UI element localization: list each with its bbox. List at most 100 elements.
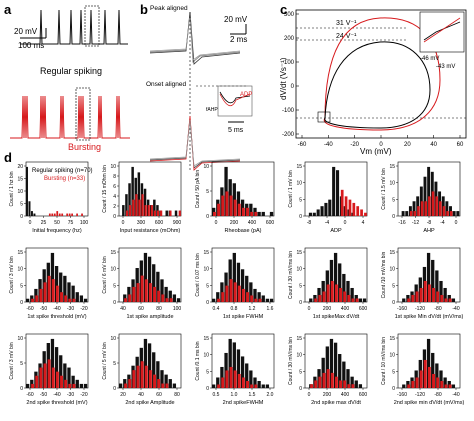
hist-xtick-label: 600 bbox=[155, 220, 164, 226]
bar-regular bbox=[123, 379, 127, 388]
bar-regular bbox=[232, 183, 236, 216]
bar-bursting bbox=[156, 210, 160, 216]
bar-bursting bbox=[351, 298, 355, 302]
bar-regular bbox=[119, 383, 123, 388]
hist-ytick-label: 5 bbox=[299, 369, 302, 375]
bar-bursting bbox=[233, 282, 237, 302]
bar-bursting bbox=[343, 291, 347, 302]
bar-regular bbox=[164, 286, 168, 302]
bar-regular bbox=[451, 298, 456, 302]
bar-regular bbox=[232, 342, 236, 388]
bar-regular bbox=[261, 384, 265, 388]
bar-regular bbox=[451, 384, 456, 388]
hist-xtick-label: -60 bbox=[26, 392, 33, 398]
bar-bursting bbox=[246, 207, 249, 216]
bar-regular bbox=[59, 272, 63, 302]
bar-bursting bbox=[132, 199, 135, 216]
bar-bursting bbox=[417, 206, 420, 216]
hist-ytick-label: 5 bbox=[20, 361, 23, 367]
bar-regular bbox=[75, 292, 79, 302]
phase-xtick-label: 40 bbox=[430, 142, 437, 148]
bar-bursting bbox=[360, 209, 363, 216]
bar-bursting bbox=[136, 365, 140, 388]
bar-bursting bbox=[446, 211, 449, 216]
bar-regular bbox=[443, 377, 447, 388]
bar-regular bbox=[320, 206, 324, 216]
hist-xtick-label: 0 bbox=[308, 306, 311, 312]
hist-ytick-label: 10 bbox=[203, 353, 209, 359]
bar-bursting bbox=[136, 283, 140, 302]
bar-regular bbox=[160, 370, 164, 388]
bar-bursting bbox=[351, 384, 355, 388]
panel-b: b Peak aligned 20 mV 2 ms Onset aligned … bbox=[140, 2, 253, 171]
hist-xtick-label: 75 bbox=[68, 220, 74, 226]
bar-bursting bbox=[310, 384, 314, 388]
hist-xtick-label: -120 bbox=[415, 306, 425, 312]
bar-bursting bbox=[221, 377, 225, 388]
bar-bursting bbox=[330, 280, 334, 302]
bar-regular bbox=[249, 282, 253, 302]
inset-trace-b-red bbox=[219, 93, 251, 107]
bar-bursting bbox=[440, 294, 444, 302]
bar-regular bbox=[426, 338, 431, 388]
bar-bursting bbox=[221, 292, 225, 302]
histogram-h14: 0 200 400 600 0 5 10 15 2nd spike max dV/dt Count… bbox=[288, 333, 367, 406]
bar-bursting bbox=[246, 380, 249, 388]
bar-bursting bbox=[423, 280, 427, 302]
bar-bursting bbox=[165, 298, 169, 302]
bar-regular bbox=[83, 298, 88, 302]
bar-bursting bbox=[449, 211, 453, 216]
bar-bursting bbox=[47, 359, 51, 388]
hist-ytick-label: 15 bbox=[389, 164, 395, 170]
phase-xtick-label: 20 bbox=[404, 142, 411, 148]
bar-bursting bbox=[330, 372, 334, 388]
bar-bursting bbox=[229, 195, 233, 216]
bar-regular bbox=[71, 285, 75, 302]
bar-bursting bbox=[407, 298, 411, 302]
legend-bursting: Bursting (n=33) bbox=[44, 176, 85, 182]
bar-bursting bbox=[153, 374, 156, 388]
hist-xlabel: 2nd spike threshold (mV) bbox=[26, 400, 87, 406]
bar-regular bbox=[329, 338, 334, 388]
bar-bursting bbox=[334, 284, 338, 302]
bar-bursting bbox=[128, 379, 132, 388]
bar-regular bbox=[261, 211, 265, 216]
hist-xlabel: 2nd spike max dV/dt bbox=[311, 400, 361, 406]
hist-ylabel: Count / 15 mOhm bin bbox=[102, 165, 108, 213]
bar-bursting bbox=[229, 279, 233, 302]
hist-xtick-label: 400 bbox=[248, 220, 257, 226]
fahp-label: fAHP bbox=[206, 107, 218, 113]
hist-ytick-label: 2 bbox=[113, 204, 116, 210]
bar-regular bbox=[443, 287, 447, 302]
hist-xtick-label: -160 bbox=[397, 392, 407, 398]
bar-regular bbox=[402, 298, 406, 302]
bar-bursting bbox=[314, 380, 318, 388]
bar-regular bbox=[153, 199, 156, 216]
bar-bursting bbox=[352, 202, 356, 216]
hist-xtick-label: -4 bbox=[440, 220, 445, 226]
bar-bursting bbox=[347, 384, 351, 388]
adp-label: ADP bbox=[240, 92, 252, 98]
bar-bursting bbox=[241, 288, 245, 302]
hist-xtick-label: 4 bbox=[362, 220, 365, 226]
inset-box-b bbox=[217, 85, 253, 117]
hist-ytick-label: 5 bbox=[206, 189, 209, 195]
bar-regular bbox=[131, 166, 134, 216]
bar-regular bbox=[257, 211, 261, 216]
bar-regular bbox=[346, 280, 350, 302]
bar-bursting bbox=[153, 286, 156, 302]
scale-label-v-a: 20 mV bbox=[14, 27, 38, 36]
hist-ytick-label: 0 bbox=[392, 300, 395, 306]
bar-bursting bbox=[66, 213, 69, 216]
thr-label-black: 24 V⁻¹ bbox=[336, 33, 357, 40]
trace-bursting bbox=[10, 95, 130, 139]
bar-bursting bbox=[254, 298, 258, 302]
bar-bursting bbox=[225, 191, 229, 216]
bar-regular bbox=[54, 266, 59, 302]
hist-xtick-label: -30 bbox=[67, 306, 74, 312]
bar-regular bbox=[269, 211, 274, 216]
bar-regular bbox=[325, 346, 329, 388]
hist-ytick-label: 0 bbox=[113, 386, 116, 392]
hist-ylabel: Count / 10 mV/ms bin bbox=[381, 337, 387, 385]
